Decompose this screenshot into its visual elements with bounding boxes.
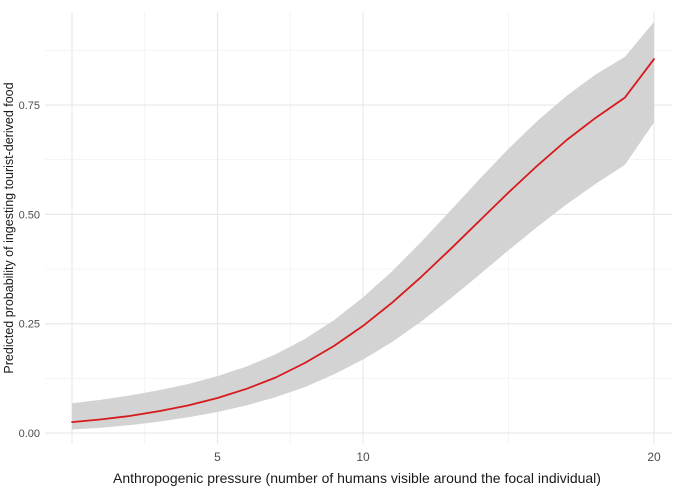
prediction-line-layer	[71, 58, 655, 424]
prediction-line	[71, 58, 655, 424]
x-axis-title: Anthropogenic pressure (number of humans…	[113, 470, 601, 486]
y-tick-label: 0.50	[19, 209, 40, 221]
x-tick-labels: 5 10 20	[214, 450, 661, 464]
confidence-band	[72, 21, 654, 430]
x-tick-label: 5	[214, 450, 221, 464]
x-tick-label: 10	[356, 450, 370, 464]
grid	[45, 12, 672, 444]
y-tick-labels: 0.00 0.25 0.50 0.75	[19, 100, 40, 440]
y-tick-label: 0.25	[19, 319, 40, 331]
confidence-band-layer	[72, 21, 654, 430]
x-tick-label: 20	[647, 450, 661, 464]
y-axis-title: Predicted probability of ingesting touri…	[2, 82, 16, 373]
y-tick-label: 0.00	[19, 428, 40, 440]
y-tick-label: 0.75	[19, 100, 40, 112]
